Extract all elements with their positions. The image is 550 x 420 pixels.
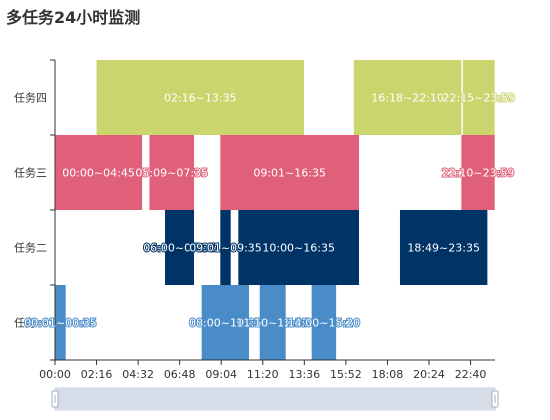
task-bar[interactable] [259, 285, 286, 360]
x-tick-label: 15:52 [330, 368, 362, 381]
task-bar[interactable] [149, 135, 195, 210]
task-bar-label: 10:00~16:35 [262, 242, 335, 255]
task-bar-label: 02:16~13:35 [164, 92, 237, 105]
x-tick-label: 00:00 [39, 368, 71, 381]
task-bar-label: 00:00~04:45 [62, 167, 135, 180]
task-bar[interactable] [461, 135, 495, 210]
x-tick-label: 22:40 [455, 368, 487, 381]
task-bar[interactable] [55, 135, 143, 210]
task-bar[interactable] [220, 210, 231, 285]
x-tick-label: 06:48 [164, 368, 196, 381]
y-category-label: 任务三 [14, 167, 47, 180]
task-bar[interactable] [462, 60, 495, 135]
y-category-label: 任务二 [14, 242, 47, 255]
task-bar[interactable] [96, 60, 305, 135]
chart-title: 多任务24小时监测 [6, 8, 141, 27]
x-tick-label: 09:04 [205, 368, 237, 381]
task-bar[interactable] [220, 135, 360, 210]
task-bar-label: 09:01~09:35 [189, 242, 262, 255]
x-tick-label: 18:08 [372, 368, 404, 381]
task-bar-label: 22:10~23:59 [442, 167, 515, 180]
task-bar[interactable] [311, 285, 337, 360]
x-tick-label: 20:24 [413, 368, 445, 381]
task-bar-label: 22:15~23:59 [442, 92, 515, 105]
y-category-label: 任务一 [14, 317, 47, 330]
task-bar-label: 00:01~00:35 [24, 317, 97, 330]
task-bar[interactable] [201, 285, 250, 360]
task-bar-label: 08:00~10:35 [189, 317, 262, 330]
task-bar-label: 16:18~22:10 [371, 92, 444, 105]
x-tick-label: 02:16 [81, 368, 113, 381]
task-bar-label: 06:00~07:35 [143, 242, 216, 255]
zoom-slider-window[interactable] [55, 388, 495, 410]
task-bar[interactable] [399, 210, 488, 285]
task-bar-label: 09:01~16:35 [253, 167, 326, 180]
task-bar-label: 14:00~15:20 [288, 317, 361, 330]
y-category-label: 任务四 [14, 92, 47, 105]
x-tick-label: 11:20 [247, 368, 279, 381]
x-tick-label: 13:36 [288, 368, 320, 381]
task-bar[interactable] [238, 210, 360, 285]
task-bar[interactable] [55, 285, 66, 360]
task-bar-label: 05:09~07:35 [135, 167, 208, 180]
task-bar[interactable] [353, 60, 462, 135]
task-bar-label: 18:49~23:35 [407, 242, 480, 255]
x-tick-label: 04:32 [122, 368, 154, 381]
task-bar-label: 11:10~12:35 [236, 317, 309, 330]
task-bar[interactable] [165, 210, 195, 285]
